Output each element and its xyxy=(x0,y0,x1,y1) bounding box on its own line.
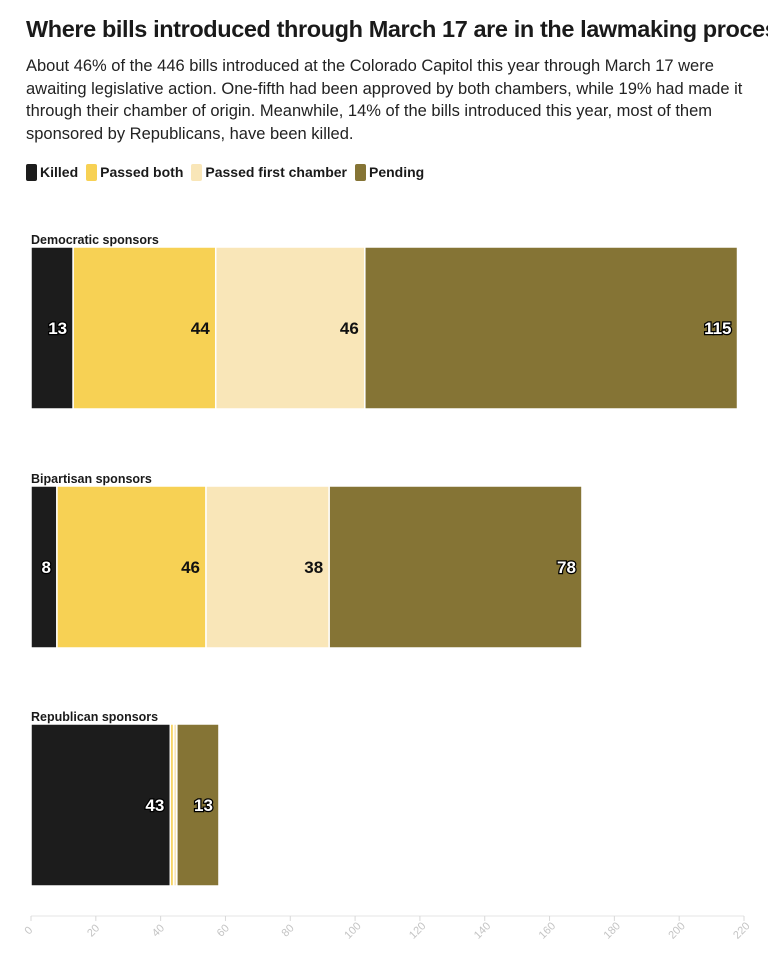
data-label-republican-sponsors-pending: 13 xyxy=(194,796,213,815)
category-label-bipartisan-sponsors: Bipartisan sponsors xyxy=(31,472,152,486)
x-tick-label-140: 140 xyxy=(472,920,493,941)
data-label-bipartisan-sponsors-passed-both: 46 xyxy=(181,558,200,577)
x-tick-label-120: 120 xyxy=(407,920,428,941)
data-label-republican-sponsors-killed: 43 xyxy=(145,796,164,815)
bar-bipartisan-sponsors-pending xyxy=(328,485,583,649)
legend-swatch-pending xyxy=(355,163,366,181)
legend-item-passed-both: Passed both xyxy=(86,163,184,181)
legend-swatch-passed-first-chamber xyxy=(191,163,203,181)
data-label-democratic-sponsors-passed-both: 44 xyxy=(191,319,210,338)
legend-label-killed: Killed xyxy=(40,164,79,180)
legend-item-pending: Pending xyxy=(355,163,425,181)
data-label-bipartisan-sponsors-pending: 78 xyxy=(557,558,576,577)
x-tick-label-80: 80 xyxy=(280,922,297,939)
legend: Killed Passed both Passed first chamber … xyxy=(26,162,432,182)
x-tick-label-100: 100 xyxy=(342,920,363,941)
legend-label-pending: Pending xyxy=(369,164,425,180)
x-tick-label-60: 60 xyxy=(215,922,232,939)
data-label-democratic-sponsors-passed-first-chamber: 46 xyxy=(340,319,359,338)
x-tick-label-0: 0 xyxy=(22,924,35,937)
legend-swatch-killed xyxy=(26,163,37,181)
x-tick-label-200: 200 xyxy=(666,920,687,941)
bar-republican-sponsors-pending xyxy=(176,723,220,887)
legend-swatch-passed-both xyxy=(86,163,98,181)
legend-item-passed-first-chamber: Passed first chamber xyxy=(191,163,347,181)
legend-label-passed-both: Passed both xyxy=(100,164,184,180)
chart-title: Where bills introduced through March 17 … xyxy=(26,16,768,42)
data-label-bipartisan-sponsors-passed-first-chamber: 38 xyxy=(304,558,323,577)
bar-republican-sponsors-killed xyxy=(30,723,172,887)
x-tick-label-220: 220 xyxy=(731,920,752,941)
chart-subtitle: About 46% of the 446 bills introduced at… xyxy=(26,57,743,143)
category-label-democratic-sponsors: Democratic sponsors xyxy=(31,233,159,247)
data-label-bipartisan-sponsors-killed: 8 xyxy=(41,558,50,577)
x-tick-label-160: 160 xyxy=(537,920,558,941)
bar-bipartisan-sponsors-killed xyxy=(30,485,58,649)
bar-democratic-sponsors-passed-both xyxy=(72,246,217,410)
bar-democratic-sponsors-killed xyxy=(30,246,74,410)
x-tick-label-180: 180 xyxy=(602,920,623,941)
data-label-democratic-sponsors-pending: 115 xyxy=(704,319,731,338)
bar-bipartisan-sponsors-passed-first-chamber xyxy=(205,485,330,649)
bar-democratic-sponsors-passed-first-chamber xyxy=(214,246,366,410)
data-label-democratic-sponsors-killed: 13 xyxy=(48,319,67,338)
bar-democratic-sponsors-pending xyxy=(364,246,739,410)
legend-label-passed-first-chamber: Passed first chamber xyxy=(205,164,347,180)
x-tick-label-20: 20 xyxy=(85,922,102,939)
category-label-republican-sponsors: Republican sponsors xyxy=(31,710,158,724)
legend-item-killed: Killed xyxy=(26,163,79,181)
x-tick-label-40: 40 xyxy=(150,922,167,939)
bar-bipartisan-sponsors-passed-both xyxy=(56,485,207,649)
